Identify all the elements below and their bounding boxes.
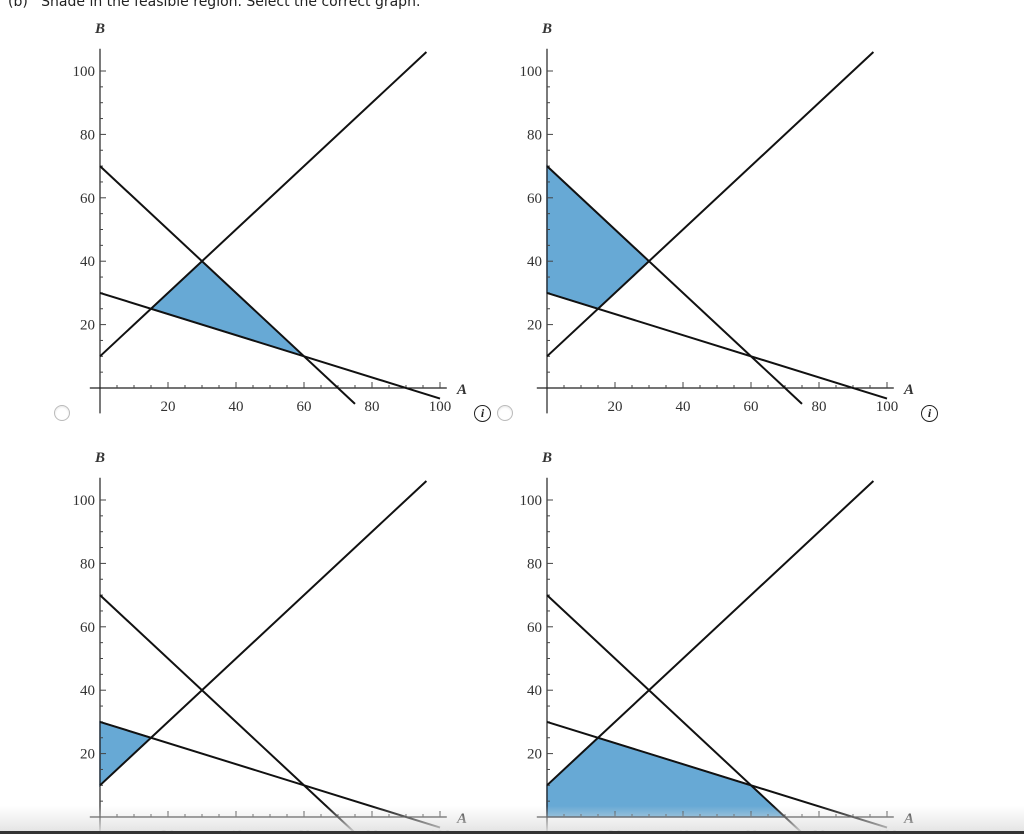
constraint-line	[99, 480, 428, 787]
a-tick-label: 80	[365, 399, 380, 415]
b-tick-label: 100	[520, 493, 543, 509]
a-tick-label: 80	[812, 399, 827, 415]
b-tick-label: 20	[80, 318, 95, 334]
b-tick-label: 80	[80, 127, 95, 143]
b-tick-label: 20	[80, 747, 95, 763]
question-part: (b)	[8, 0, 28, 10]
info-icon[interactable]: i	[921, 405, 938, 422]
b-axis-label: B	[541, 21, 552, 37]
bottom-scroll-edge	[0, 831, 1024, 834]
b-tick-label: 80	[527, 127, 542, 143]
a-axis-label: A	[456, 382, 467, 398]
b-tick-label: 60	[80, 620, 95, 636]
radio-option-2[interactable]	[497, 405, 513, 421]
b-tick-label: 60	[527, 191, 542, 207]
question-text: Shade in the feasible region. Select the…	[41, 0, 421, 10]
a-tick-label: 100	[876, 399, 899, 415]
a-axis-label: A	[903, 382, 914, 398]
constraint-line	[99, 291, 441, 400]
constraint-line	[99, 51, 428, 358]
b-axis-label: B	[541, 450, 552, 466]
b-tick-label: 40	[527, 683, 542, 699]
radio-option-1[interactable]	[54, 405, 70, 421]
b-tick-label: 100	[73, 64, 96, 80]
b-axis-label: B	[94, 450, 105, 466]
b-tick-label: 40	[527, 254, 542, 270]
a-tick-label: 40	[229, 399, 244, 415]
feasible-region	[149, 260, 305, 358]
b-tick-label: 80	[527, 556, 542, 572]
info-icon[interactable]: i	[474, 405, 491, 422]
b-tick-label: 60	[527, 620, 542, 636]
b-tick-label: 40	[80, 254, 95, 270]
bottom-fade	[0, 806, 1024, 832]
question-prompt: (b) Shade in the feasible region. Select…	[8, 0, 420, 10]
a-tick-label: 40	[676, 399, 691, 415]
feasible-region	[99, 720, 153, 788]
b-tick-label: 60	[80, 191, 95, 207]
constraint-line	[546, 594, 803, 834]
constraint-line	[546, 480, 875, 787]
b-tick-label: 80	[80, 556, 95, 572]
a-tick-label: 20	[161, 399, 176, 415]
constraint-line	[546, 51, 875, 358]
constraint-line	[546, 165, 803, 405]
constraint-line	[99, 594, 356, 834]
a-tick-label: 60	[297, 399, 312, 415]
constraint-line	[546, 291, 888, 400]
constraint-line	[99, 165, 356, 405]
a-tick-label: 60	[744, 399, 759, 415]
b-tick-label: 20	[527, 747, 542, 763]
a-tick-label: 20	[608, 399, 623, 415]
b-tick-label: 20	[527, 318, 542, 334]
a-tick-label: 100	[429, 399, 452, 415]
b-tick-label: 100	[73, 493, 96, 509]
feasible-region	[546, 164, 651, 310]
b-tick-label: 40	[80, 683, 95, 699]
b-tick-label: 100	[520, 64, 543, 80]
b-axis-label: B	[94, 21, 105, 37]
